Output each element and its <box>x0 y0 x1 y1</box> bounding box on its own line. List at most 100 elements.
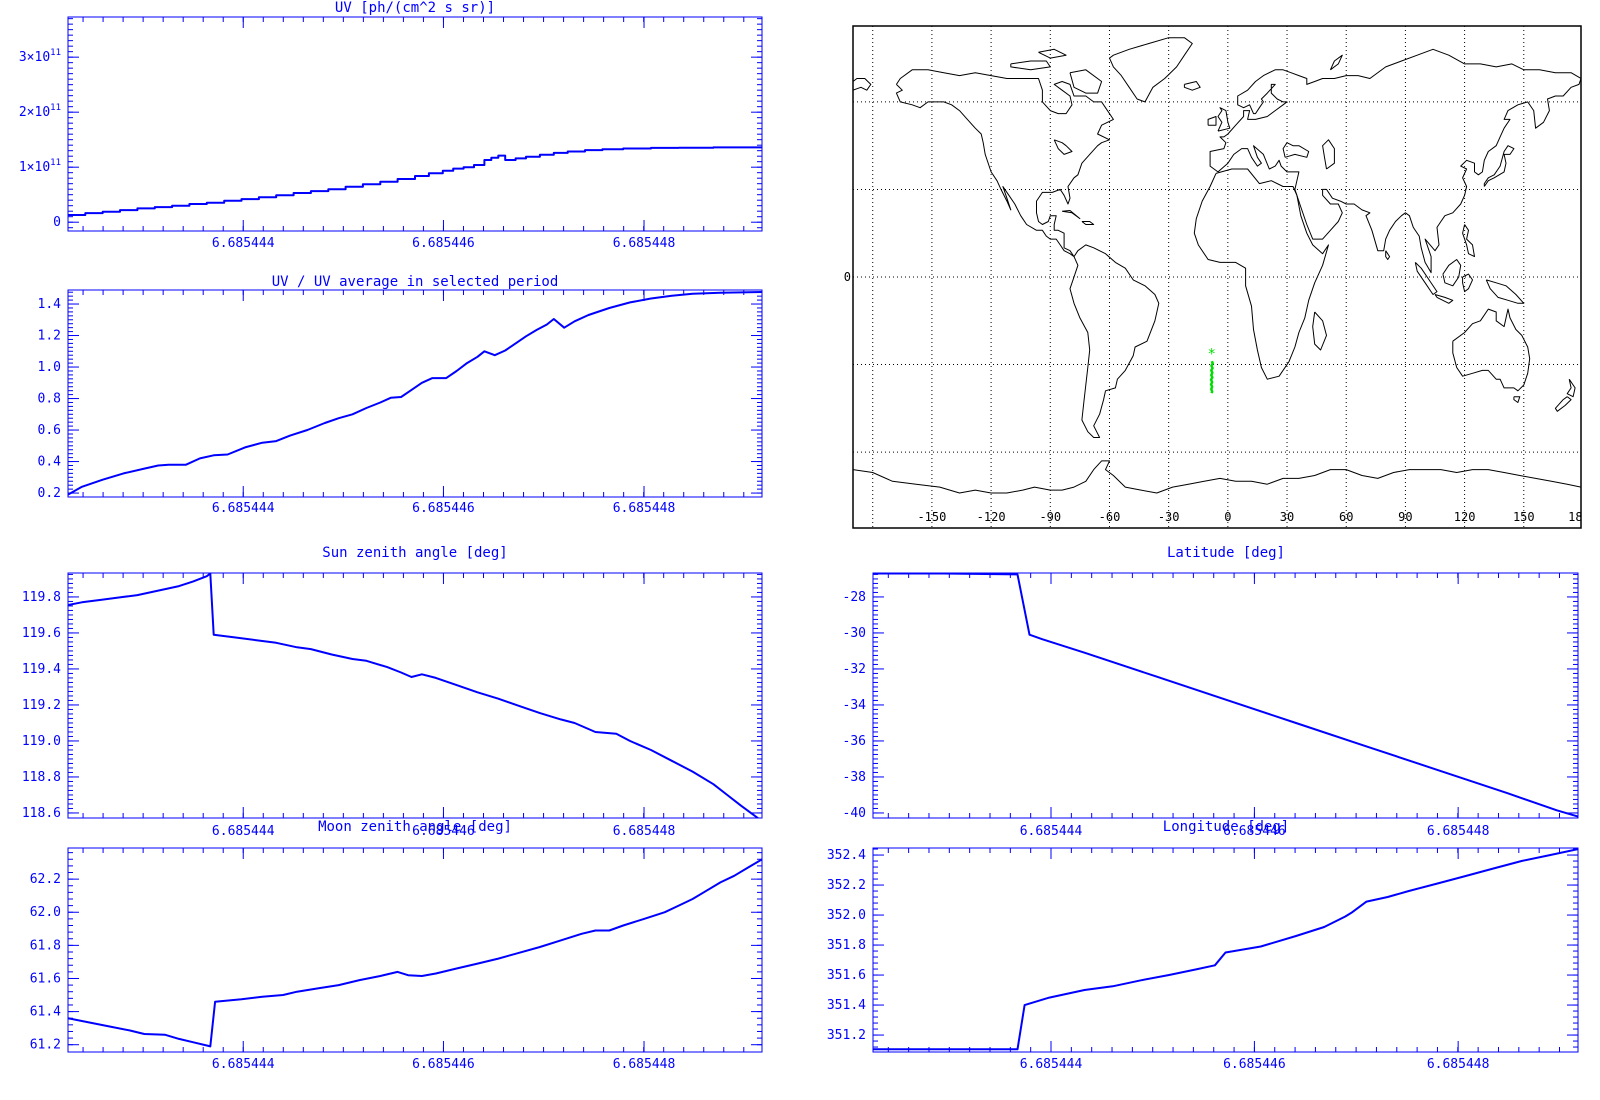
coastline <box>1209 48 1581 274</box>
tick-label: 0 <box>1224 510 1231 524</box>
tick-label: 352.0 <box>827 908 866 923</box>
tick-label: -60 <box>1099 510 1121 524</box>
tick-label: -28 <box>843 590 866 605</box>
tick-label: 119.6 <box>22 626 61 641</box>
tick-label: 120 <box>1454 510 1476 524</box>
map-frame <box>852 25 1582 529</box>
coastline <box>1183 81 1201 91</box>
tick-label: 0.6 <box>38 423 61 438</box>
coastline <box>1329 54 1343 71</box>
tick-label: 6.685448 <box>613 236 676 251</box>
tick-label: 118.8 <box>22 770 61 785</box>
coastline <box>1193 168 1329 380</box>
tick-label: 6.685446 <box>412 1057 475 1072</box>
tick-label: 6.685446 <box>412 501 475 516</box>
coastline <box>1462 273 1473 293</box>
tick-label: 1.2 <box>38 329 61 344</box>
tick-label: 6.685444 <box>212 501 275 516</box>
tick-label: 6.685448 <box>1427 824 1490 839</box>
coastline <box>1010 60 1051 71</box>
coastline <box>1038 48 1067 59</box>
tick-label: 0.2 <box>38 486 61 501</box>
tick-label: 180 <box>1568 510 1590 524</box>
coastline <box>1385 250 1391 260</box>
tick-label: 1×1011 <box>19 158 61 175</box>
chart-title-latitude: Latitude [deg] <box>1167 545 1285 561</box>
coastline <box>1485 279 1525 304</box>
tick-label: 6.685444 <box>212 236 275 251</box>
tick-label: 61.6 <box>30 971 61 986</box>
coastline <box>1217 107 1231 132</box>
tick-label: 351.2 <box>827 1028 866 1043</box>
chart-title-sun-zenith: Sun zenith angle [deg] <box>322 545 507 561</box>
coastline <box>1069 69 1103 94</box>
ground-track <box>1209 360 1215 394</box>
coastline <box>1434 294 1454 304</box>
tick-label: 90 <box>1398 510 1412 524</box>
tick-label: 60 <box>1339 510 1353 524</box>
coastline <box>1069 244 1160 438</box>
tick-label: 119.4 <box>22 662 61 677</box>
chart-uv-ratio: 6.685444 6.685446 6.685448 0.2 0.4 0.6 0.8 1.0 1… <box>38 289 763 516</box>
chart-title-uv: UV [ph/(cm^2 s sr)] <box>335 0 495 16</box>
tick-label: 119.8 <box>22 590 61 605</box>
tick-label: 3×1011 <box>19 48 61 65</box>
map-area: * -150 -120 -90 -60 -30 0 30 60 90 120 150 180 <box>853 26 1590 528</box>
tick-label: 6.685444 <box>1020 1057 1083 1072</box>
chart-sun-zenith: 6.685444 6.685446 6.685448 118.6 118.8 119.0 1… <box>22 572 763 839</box>
data-series-line <box>873 573 1578 818</box>
coastline <box>1062 210 1081 220</box>
tick-label: 6.685446 <box>1223 1057 1286 1072</box>
tick-label: 351.6 <box>827 968 866 983</box>
chart-latitude: 6.685444 6.685446 6.685448 -28 -30 -32 -34 -36 -… <box>843 572 1579 839</box>
tick-label: 6.685444 <box>212 1057 275 1072</box>
chart-moon-zenith: 6.685444 6.685446 6.685448 61.2 61.4 61.6 61.8… <box>30 847 763 1072</box>
tick-label: -38 <box>843 770 866 785</box>
tick-label: 352.4 <box>827 848 866 863</box>
coastline <box>1081 221 1095 225</box>
tick-label: 62.0 <box>30 905 61 920</box>
tick-label: 6.685446 <box>1223 824 1286 839</box>
coastline <box>895 69 1114 258</box>
data-series-line <box>68 291 762 496</box>
coastline <box>1322 139 1335 170</box>
coastline <box>1414 262 1438 295</box>
coastline <box>1312 311 1327 351</box>
world-map: * -150 -120 -90 -60 -30 0 30 60 90 120 150 180 0 <box>844 25 1590 529</box>
data-series-line <box>68 858 762 1048</box>
tick-label: 1.0 <box>38 360 61 375</box>
coastline <box>853 460 1581 494</box>
data-series-line <box>68 146 762 216</box>
tick-label: -30 <box>843 626 866 641</box>
tick-label: 61.2 <box>30 1038 61 1053</box>
tick-label: -90 <box>1039 510 1061 524</box>
tick-label: 119.0 <box>22 734 61 749</box>
coastline <box>1566 378 1576 398</box>
coastline <box>1207 116 1217 126</box>
tick-label: 352.2 <box>827 878 866 893</box>
tick-label: -150 <box>917 510 946 524</box>
tick-label: 61.8 <box>30 938 61 953</box>
chart-uv: 6.685444 6.685446 6.685448 0 1×1011 2×1011 3×1… <box>19 16 763 251</box>
coastline <box>1554 396 1572 412</box>
track-start-marker: * <box>1207 347 1215 363</box>
tick-label: 6.685446 <box>412 824 475 839</box>
tick-label: 0.4 <box>38 455 62 470</box>
tick-label: 119.2 <box>22 698 61 713</box>
coastline <box>1053 139 1073 155</box>
data-series-line <box>68 573 760 818</box>
coastline <box>1442 259 1462 287</box>
data-series-line <box>873 848 1578 1051</box>
tick-label: 0.8 <box>38 392 61 407</box>
coastline <box>853 78 872 91</box>
tick-label: 6.685446 <box>412 236 475 251</box>
coastline <box>1282 142 1310 158</box>
coastline <box>1513 396 1521 403</box>
tick-label: -32 <box>843 662 866 677</box>
tick-label: 1.4 <box>38 297 62 312</box>
chart-title-uv-ratio: UV / UV average in selected period <box>272 274 559 290</box>
coastline <box>1462 224 1475 258</box>
tick-label: -40 <box>843 806 866 821</box>
coastline <box>1109 37 1193 103</box>
